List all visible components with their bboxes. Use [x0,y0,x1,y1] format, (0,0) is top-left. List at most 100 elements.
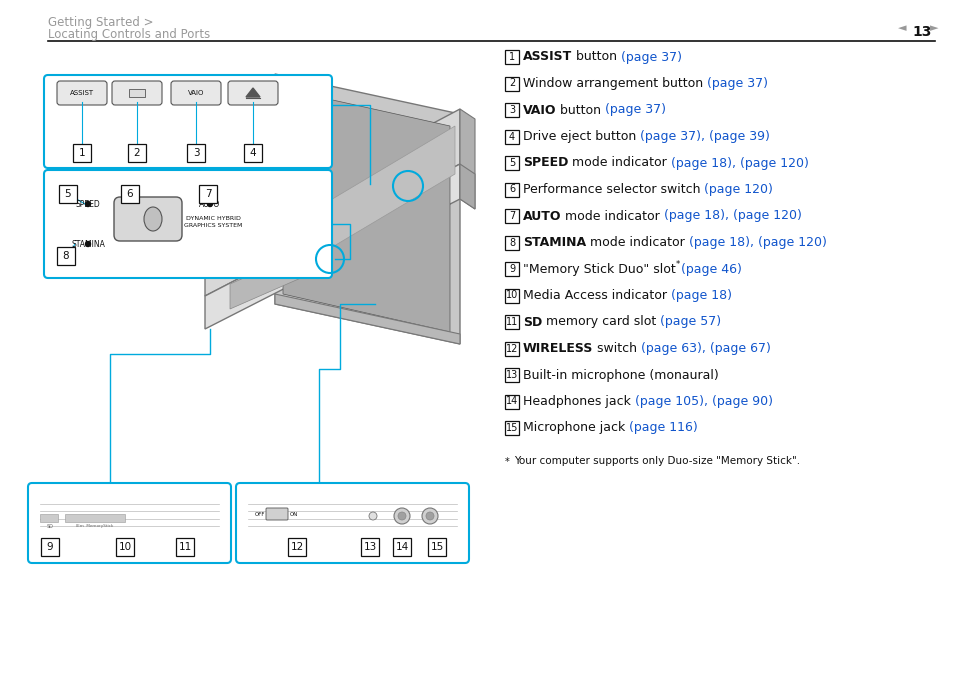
Text: (page 120): (page 120) [703,183,773,196]
Text: 8: 8 [63,251,70,261]
Text: 3: 3 [193,148,199,158]
Text: (page 18), (page 120): (page 18), (page 120) [688,236,826,249]
Text: OFF: OFF [254,512,265,516]
Bar [121,185,139,203]
Bar [504,156,518,170]
Text: 6: 6 [127,189,133,199]
Text: ON: ON [290,512,298,516]
FancyBboxPatch shape [235,483,469,563]
Text: (page 46): (page 46) [680,262,741,276]
Text: 9: 9 [47,542,53,552]
Bar [65,514,125,522]
Text: 7: 7 [205,189,212,199]
Text: 1: 1 [78,148,85,158]
Bar [288,538,306,556]
Text: 12: 12 [290,542,303,552]
Text: 2: 2 [508,78,515,88]
Text: AUTO: AUTO [522,210,561,222]
Polygon shape [240,126,455,302]
Text: Microphone jack: Microphone jack [522,421,629,435]
Text: 4: 4 [250,148,256,158]
Text: mode indicator: mode indicator [585,236,688,249]
Bar [41,538,59,556]
Text: 13: 13 [505,370,517,380]
Ellipse shape [144,207,162,231]
Text: Performance selector switch: Performance selector switch [522,183,703,196]
Text: STAMINA: STAMINA [71,240,105,249]
Text: 6: 6 [508,185,515,195]
Text: 13: 13 [911,25,930,39]
FancyBboxPatch shape [112,81,162,105]
Text: (page 37): (page 37) [706,77,767,90]
Bar [40,514,58,522]
Text: (page 37): (page 37) [620,51,681,63]
Bar [504,315,518,329]
Bar [128,144,146,162]
Text: 13: 13 [363,542,376,552]
Text: *: * [504,456,509,466]
Bar [175,538,193,556]
Text: 8: 8 [508,237,515,247]
Text: Built-in microphone (monaural): Built-in microphone (monaural) [522,369,718,381]
Text: 15: 15 [430,542,443,552]
Text: 12: 12 [505,344,517,353]
Text: *: * [675,260,679,270]
Text: VAIO: VAIO [188,90,204,96]
Bar [360,538,378,556]
Polygon shape [459,109,475,209]
Bar [504,209,518,223]
Text: switch: switch [593,342,640,355]
Circle shape [426,512,434,520]
Text: SD: SD [47,524,53,529]
Bar [504,368,518,382]
Bar [199,185,216,203]
FancyBboxPatch shape [113,197,182,241]
Bar [129,89,145,97]
FancyBboxPatch shape [44,75,332,168]
FancyBboxPatch shape [228,81,277,105]
Text: Getting Started >: Getting Started > [48,16,153,29]
Text: STAMINA: STAMINA [522,236,585,249]
Text: AUTO: AUTO [199,200,220,209]
Text: DYNAMIC HYBRID
GRAPHICS SYSTEM: DYNAMIC HYBRID GRAPHICS SYSTEM [184,216,242,228]
Bar [393,538,411,556]
Circle shape [86,202,91,206]
Text: 11: 11 [178,542,192,552]
Polygon shape [274,74,459,344]
Text: IEm  MemoryStick: IEm MemoryStick [76,524,113,528]
Bar [504,77,518,90]
Circle shape [397,512,406,520]
Text: mode indicator: mode indicator [561,210,663,222]
Text: (page 37): (page 37) [605,104,666,117]
Text: SD: SD [522,315,541,328]
Text: ◄: ◄ [897,23,905,33]
Bar [504,235,518,249]
Text: button: button [572,51,620,63]
Bar [504,421,518,435]
Polygon shape [230,249,310,309]
Text: 7: 7 [508,211,515,221]
Bar [116,538,133,556]
Text: 10: 10 [505,290,517,301]
Polygon shape [246,88,260,97]
Text: SPEED: SPEED [75,200,100,209]
Text: (page 116): (page 116) [629,421,698,435]
Text: 14: 14 [505,396,517,406]
Polygon shape [205,164,459,329]
Circle shape [86,241,91,247]
Text: VAIO: VAIO [522,104,556,117]
Bar [504,129,518,144]
Text: ►: ► [929,23,938,33]
Text: 5: 5 [508,158,515,168]
Text: (page 18), (page 120): (page 18), (page 120) [670,156,808,169]
Text: (page 37), (page 39): (page 37), (page 39) [639,130,769,143]
Text: 5: 5 [65,189,71,199]
Bar [504,103,518,117]
Text: 4: 4 [508,131,515,142]
Bar [504,262,518,276]
Text: (page 18): (page 18) [670,289,731,302]
Bar [187,144,205,162]
Text: Window arrangement button: Window arrangement button [522,77,706,90]
Polygon shape [205,109,459,296]
Text: Headphones jack: Headphones jack [522,395,634,408]
